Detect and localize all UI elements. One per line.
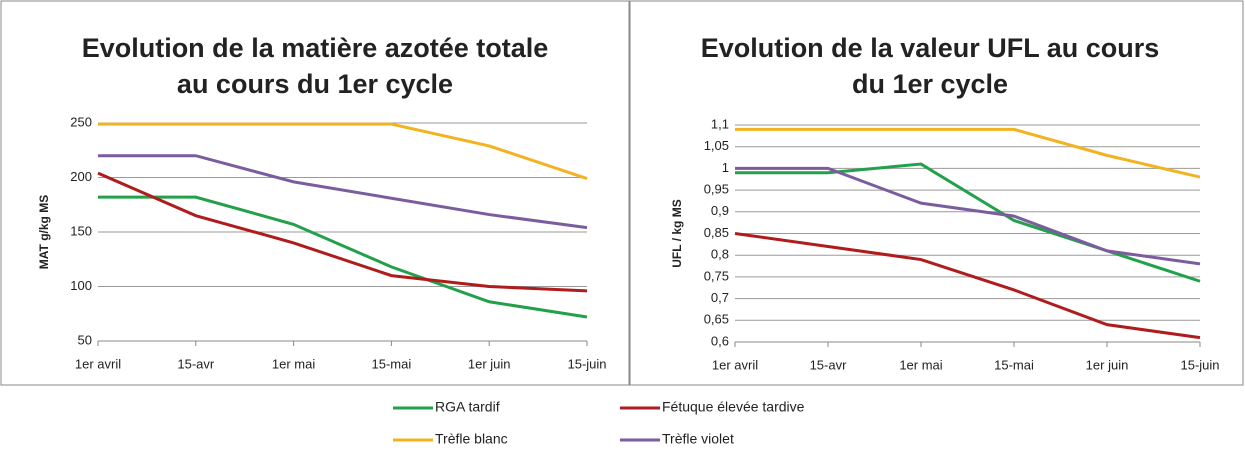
legend-label: RGA tardif bbox=[435, 399, 500, 415]
x-tick-label: 15-mai bbox=[994, 357, 1034, 372]
legend-label: Fétuque élevée tardive bbox=[662, 399, 805, 415]
chart-title: du 1er cycle bbox=[852, 69, 1008, 99]
x-tick-label: 15-mai bbox=[372, 356, 412, 371]
x-tick-label: 1er juin bbox=[1086, 357, 1129, 372]
y-tick-label: 1,1 bbox=[711, 116, 729, 131]
y-tick-label: 0,6 bbox=[711, 333, 729, 348]
y-tick-label: 0,8 bbox=[711, 247, 729, 262]
page: Evolution de la matière azotée totale au … bbox=[0, 0, 1245, 450]
y-tick-label: 150 bbox=[70, 223, 92, 238]
y-tick-label: 0,65 bbox=[704, 312, 729, 327]
y-axis-label: MAT g/kg MS bbox=[37, 195, 51, 269]
series-line bbox=[98, 197, 587, 317]
x-tick-label: 15-juin bbox=[567, 356, 606, 371]
y-tick-label: 50 bbox=[78, 332, 92, 347]
x-tick-label: 1er mai bbox=[899, 357, 942, 372]
y-tick-label: 250 bbox=[70, 114, 92, 129]
x-tick-label: 1er mai bbox=[272, 356, 315, 371]
y-axis-label: UFL / kg MS bbox=[670, 199, 684, 267]
x-tick-label: 1er avril bbox=[75, 356, 121, 371]
series-line bbox=[735, 234, 1200, 338]
y-tick-label: 1,05 bbox=[704, 138, 729, 153]
x-tick-label: 1er avril bbox=[712, 357, 758, 372]
legend-label: Trèfle violet bbox=[662, 431, 734, 447]
y-tick-label: 0,75 bbox=[704, 268, 729, 283]
y-tick-label: 100 bbox=[70, 278, 92, 293]
y-tick-label: 0,7 bbox=[711, 290, 729, 305]
x-tick-label: 15-juin bbox=[1180, 357, 1219, 372]
y-tick-label: 0,95 bbox=[704, 182, 729, 197]
series-line bbox=[735, 164, 1200, 281]
y-tick-label: 200 bbox=[70, 169, 92, 184]
chart-title: Evolution de la valeur UFL au cours bbox=[701, 33, 1160, 63]
series-line bbox=[735, 129, 1200, 177]
x-tick-label: 15-avr bbox=[810, 357, 848, 372]
series-line bbox=[98, 156, 587, 228]
y-tick-label: 0,9 bbox=[711, 203, 729, 218]
chart-title: Evolution de la matière azotée totale bbox=[82, 33, 549, 63]
x-tick-label: 1er juin bbox=[468, 356, 511, 371]
series-line bbox=[735, 168, 1200, 263]
y-tick-label: 0,85 bbox=[704, 225, 729, 240]
chart-title: au cours du 1er cycle bbox=[177, 69, 453, 99]
x-tick-label: 15-avr bbox=[177, 356, 215, 371]
series-line bbox=[98, 124, 587, 179]
legend-label: Trèfle blanc bbox=[435, 431, 508, 447]
y-tick-label: 1 bbox=[722, 160, 729, 175]
